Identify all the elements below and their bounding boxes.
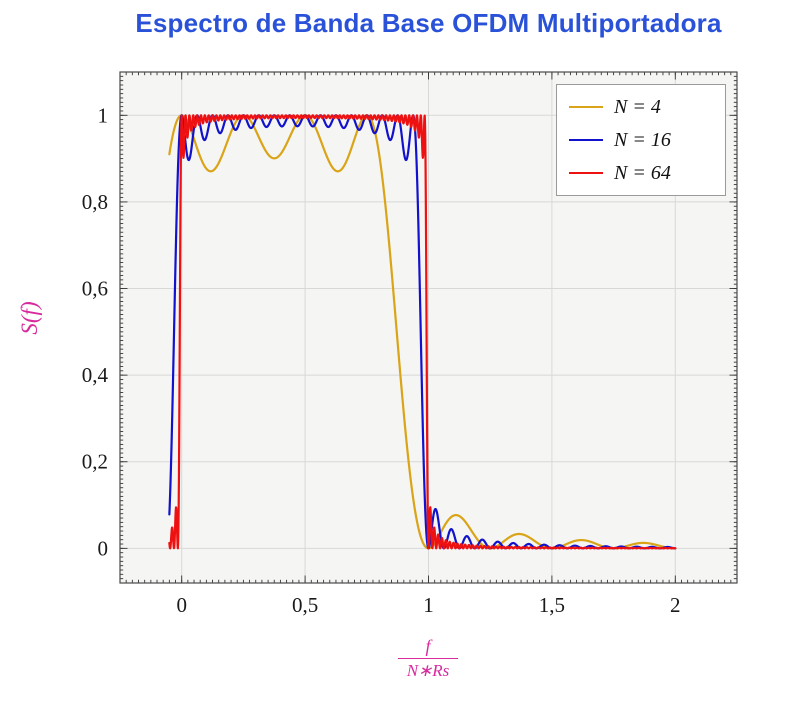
y-tick-label: 0,2 (82, 450, 108, 474)
legend-item-n64: N = 64 (569, 161, 713, 185)
y-tick-label: 1 (98, 103, 109, 127)
chart-title: Espectro de Banda Base OFDM Multiportado… (135, 8, 722, 38)
x-tick-label: 0 (176, 593, 187, 617)
series-line-N-16 (168, 114, 677, 550)
fraction-bar-icon (398, 657, 458, 659)
legend-line-sample-n4 (569, 106, 603, 108)
y-tick-label: 0,6 (82, 277, 108, 301)
axis-frame (119, 71, 738, 584)
legend: N = 4 N = 16 N = 64 (556, 84, 726, 196)
y-tick-label: 0,4 (82, 363, 109, 387)
y-axis-label: S(f) (17, 301, 42, 335)
x-tick-label: 2 (670, 593, 681, 617)
legend-label-n16: N = 16 (614, 128, 671, 151)
x-tick-label: 0,5 (292, 593, 318, 617)
legend-line-sample-n64 (569, 172, 603, 174)
x-tick-label: 1,5 (539, 593, 565, 617)
series-line-N-64 (168, 114, 677, 550)
legend-item-n16: N = 16 (569, 128, 713, 152)
legend-item-n4: N = 4 (569, 95, 713, 119)
y-tick-label: 0,8 (82, 190, 108, 214)
x-label-denominator: N∗Rs (406, 660, 450, 680)
legend-line-sample-n16 (569, 139, 603, 141)
legend-label-n4: N = 4 (614, 95, 661, 118)
x-label-numerator: f (425, 636, 431, 656)
y-tick-label: 0 (98, 536, 109, 560)
x-axis-label: f N∗Rs (398, 636, 458, 680)
legend-label-n64: N = 64 (614, 161, 671, 184)
x-tick-label: 1 (423, 593, 434, 617)
